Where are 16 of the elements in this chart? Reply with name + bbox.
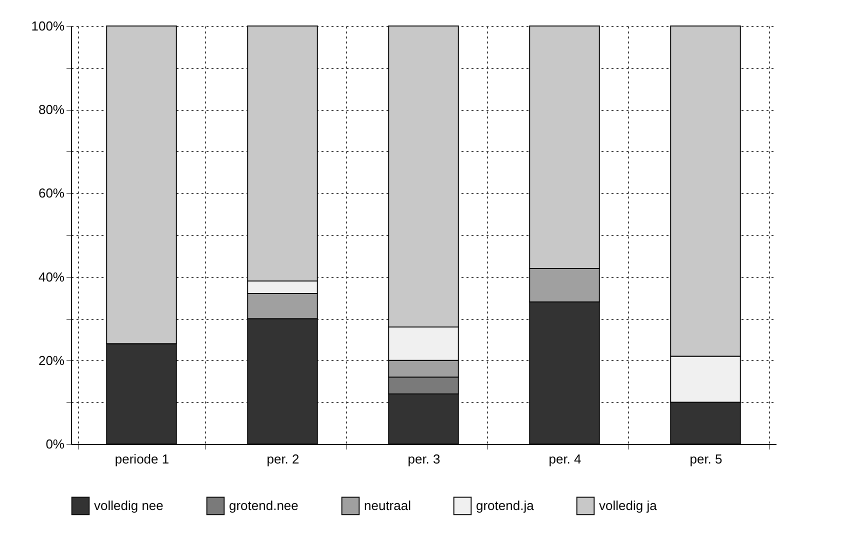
x-tick-label: per. 3 xyxy=(408,452,440,466)
y-tick-label: 20% xyxy=(38,352,65,368)
legend-label: grotend.ja xyxy=(476,498,535,513)
y-tick-label: 80% xyxy=(38,102,65,118)
y-tick-label: 60% xyxy=(38,186,65,201)
legend-label: neutraal xyxy=(364,498,412,513)
legend-label: volledig nee xyxy=(94,498,164,513)
x-tick-label: per. 5 xyxy=(690,452,722,466)
legend-label: volledig ja xyxy=(599,498,658,513)
x-tick-label: periode 1 xyxy=(114,452,170,466)
y-tick-label: 0% xyxy=(46,436,65,452)
x-tick-label: per. 4 xyxy=(548,452,582,466)
x-tick-label: per. 2 xyxy=(266,452,300,466)
y-tick-label: 40% xyxy=(38,269,65,284)
legend-label: grotend.nee xyxy=(229,498,298,513)
y-tick-label: 100% xyxy=(31,18,65,34)
